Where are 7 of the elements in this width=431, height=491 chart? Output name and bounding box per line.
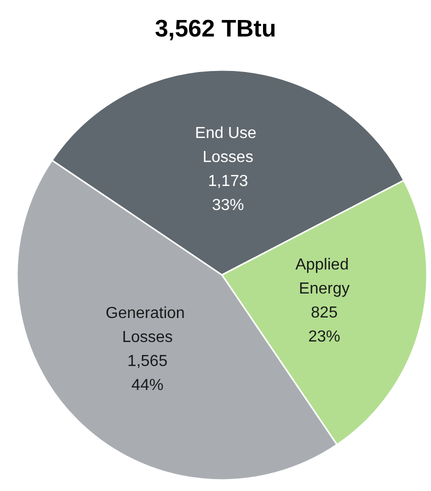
data-label: 1,565 44% [127, 353, 168, 394]
slice-label: Generation Losses [106, 305, 190, 346]
slice-label: Applied Energy [295, 256, 354, 298]
data-label: 1,173 33% [208, 173, 248, 214]
data-label: 825 23% [308, 304, 340, 346]
chart-title: 3,562 TBtu [154, 16, 276, 42]
slice-label: End Use Losses [195, 125, 261, 166]
